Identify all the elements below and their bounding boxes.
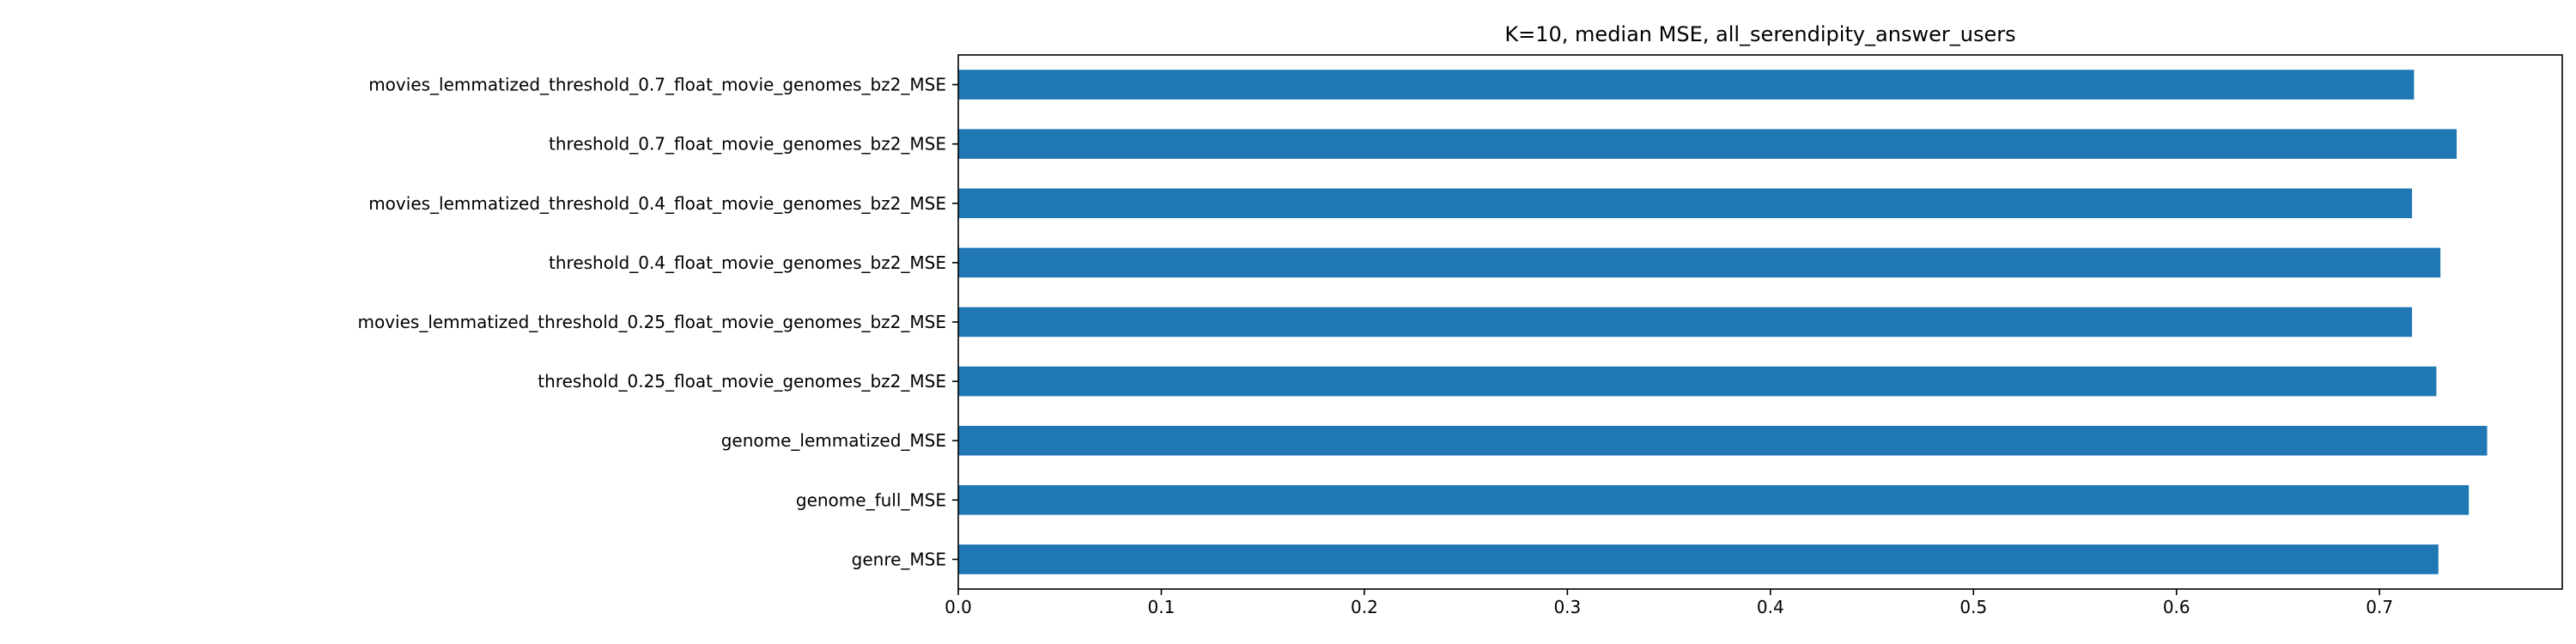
x-tick-label: 0.0 xyxy=(945,597,972,617)
bars-layer xyxy=(958,70,2488,574)
y-tick-label: threshold_0.7_float_movie_genomes_bz2_MS… xyxy=(549,134,946,155)
plot-frame xyxy=(957,54,2563,590)
bar xyxy=(958,425,2488,456)
bar xyxy=(958,366,2437,397)
x-tick-label: 0.2 xyxy=(1351,597,1378,617)
y-tick-label: genome_full_MSE xyxy=(796,489,946,510)
bar xyxy=(958,247,2441,278)
bar xyxy=(958,307,2413,337)
x-tick-label: 0.1 xyxy=(1148,597,1176,617)
y-tick-label: movies_lemmatized_threshold_0.7_float_mo… xyxy=(368,75,946,95)
x-tick-label: 0.7 xyxy=(2366,597,2393,617)
y-tick-label: genome_lemmatized_MSE xyxy=(721,430,946,451)
x-tick-label: 0.6 xyxy=(2163,597,2190,617)
x-tick-label: 0.5 xyxy=(1959,597,1987,617)
bar xyxy=(958,188,2413,219)
y-tick-label: movies_lemmatized_threshold_0.25_float_m… xyxy=(357,312,946,332)
x-tick-label: 0.3 xyxy=(1553,597,1581,617)
x-axis: 0.0 0.1 0.2 0.3 0.4 0.5 0.6 0.7 xyxy=(945,589,2393,617)
bar xyxy=(958,544,2439,574)
bar xyxy=(958,70,2415,100)
chart-title: K=10, median MSE, all_serendipity_answer… xyxy=(1504,22,2015,46)
bar xyxy=(958,129,2458,159)
y-tick-label: threshold_0.25_float_movie_genomes_bz2_M… xyxy=(538,371,946,392)
y-tick-label: movies_lemmatized_threshold_0.4_float_mo… xyxy=(368,193,946,214)
x-tick-label: 0.4 xyxy=(1757,597,1784,617)
y-axis: genre_MSE genome_full_MSE genome_lemmatize… xyxy=(357,75,958,569)
y-tick-label: genre_MSE xyxy=(852,549,946,569)
y-tick-label: threshold_0.4_float_movie_genomes_bz2_MS… xyxy=(549,252,946,273)
bar xyxy=(958,485,2470,515)
